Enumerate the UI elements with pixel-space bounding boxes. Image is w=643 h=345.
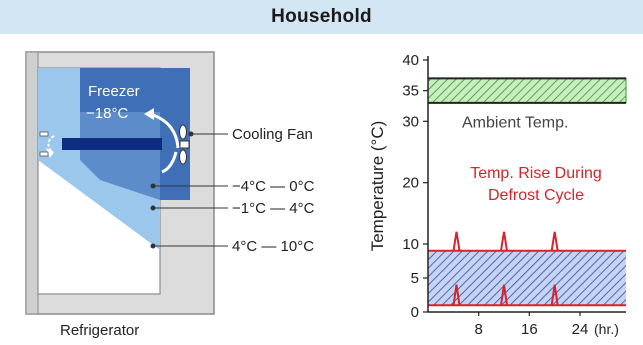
y-tick-label: 20 xyxy=(402,175,419,192)
airflow-arrow-icon xyxy=(47,135,55,153)
door-handle xyxy=(39,151,49,157)
airflow-arrow-icon xyxy=(149,112,180,149)
fridge-door xyxy=(25,51,39,315)
header-title: Household xyxy=(271,6,372,27)
x-tick-label: 8 xyxy=(474,321,482,338)
fridge-band xyxy=(428,250,626,306)
y-tick-label: 5 xyxy=(411,270,419,287)
zone-label-2: −1°C — 4°C xyxy=(232,200,315,217)
ambient-label: Ambient Temp. xyxy=(462,114,568,131)
defrost-annotation-line2: Defrost Cycle xyxy=(488,187,584,204)
defrost-spike xyxy=(452,284,461,306)
freezer-label: Freezer xyxy=(88,83,140,100)
zone-label-1: −4°C — 0°C xyxy=(232,178,315,195)
evaporator-bar xyxy=(62,138,162,150)
arrowhead-icon xyxy=(46,148,54,158)
y-axis-label: Temperature (°C) xyxy=(368,121,387,252)
x-tick-label: 16 xyxy=(521,321,538,338)
y-tick-label: 30 xyxy=(402,113,419,130)
y-tick-label: 40 xyxy=(402,52,419,69)
fan-blade-bottom xyxy=(179,149,187,165)
arrowhead-icon xyxy=(144,108,154,120)
defrost-annotation-line1: Temp. Rise During xyxy=(470,165,602,182)
fan-blade-top xyxy=(179,124,187,140)
y-tick-label: 35 xyxy=(402,83,419,100)
fan-label: Cooling Fan xyxy=(232,126,313,143)
defrost-spike xyxy=(500,284,508,306)
x-tick-label: 24 xyxy=(572,321,589,338)
freezer-temp: −18°C xyxy=(86,105,128,122)
y-tick-label: 10 xyxy=(402,236,419,253)
ambient-band xyxy=(427,77,627,104)
refrigerator-diagram: Freezer −18°C Cooling Fan −4°C — 0°C −1°… xyxy=(25,51,315,339)
duct-region xyxy=(80,112,160,200)
zone-label-3: 4°C — 10°C xyxy=(232,238,314,255)
fan-hub xyxy=(179,140,190,149)
defrost-spike xyxy=(500,231,508,251)
y-tick-label: 0 xyxy=(411,304,419,321)
defrost-spike xyxy=(452,231,461,251)
defrost-spike xyxy=(550,231,559,251)
airflow-arrow-icon xyxy=(161,151,178,174)
temperature-chart: 0 5 10 20 30 35 40 8 16 24 Temperature (°C) Ambi… xyxy=(368,52,627,338)
defrost-spike xyxy=(550,284,559,306)
header-bar: Household xyxy=(0,0,643,34)
door-handle xyxy=(39,131,49,137)
fridge-caption: Refrigerator xyxy=(60,322,139,339)
x-axis-unit: (hr.) xyxy=(594,321,619,337)
